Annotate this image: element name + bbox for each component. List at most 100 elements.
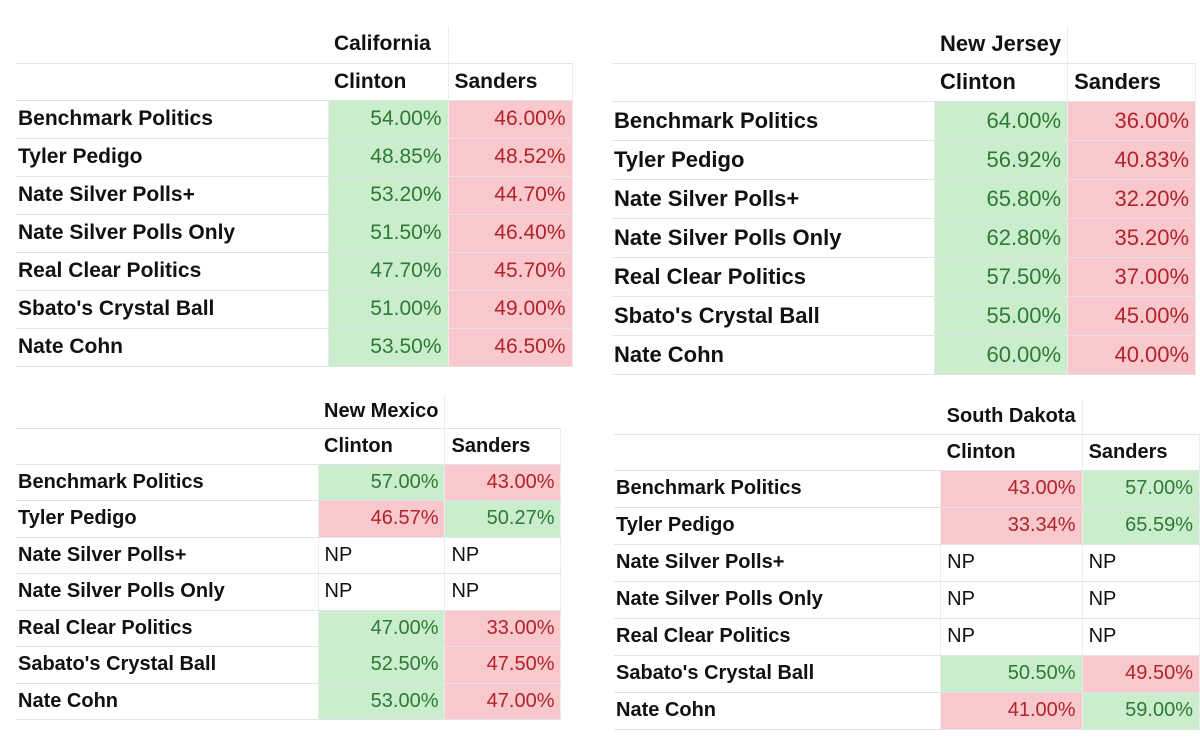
- corner-cell: [612, 63, 934, 102]
- table-row: Real Clear Politics 47.00% 33.00%: [16, 610, 562, 647]
- source-name: Sbato's Crystal Ball: [612, 296, 935, 336]
- sanders-value: 43.00%: [444, 464, 562, 501]
- corner-cell: [614, 400, 941, 435]
- source-name: Nate Cohn: [16, 328, 329, 367]
- source-name: Benchmark Politics: [16, 100, 329, 139]
- panel-california: California Clinton Sanders Benchmark Politi…: [16, 26, 573, 367]
- clinton-value: 64.00%: [934, 101, 1069, 141]
- sanders-value: 59.00%: [1082, 692, 1200, 730]
- sanders-value: 45.00%: [1067, 296, 1197, 336]
- clinton-value: 47.70%: [328, 252, 449, 291]
- source-name: Real Clear Politics: [16, 610, 319, 647]
- clinton-value: 54.00%: [328, 100, 449, 139]
- sanders-value: NP: [1082, 581, 1200, 619]
- sanders-value: 65.59%: [1082, 507, 1200, 545]
- table-row: Sabato's Crystal Ball 52.50% 47.50%: [16, 646, 562, 684]
- sanders-value: 45.70%: [448, 252, 573, 291]
- clinton-value: NP: [318, 537, 446, 574]
- source-name: Nate Silver Polls Only: [614, 581, 942, 619]
- panel-new-jersey: New Jersey Clinton Sanders Benchmark Politi…: [612, 26, 1197, 375]
- source-name: Benchmark Politics: [612, 101, 935, 141]
- table-row: Real Clear Politics NP NP: [614, 618, 1200, 656]
- table-row: Real Clear Politics 47.70% 45.70%: [16, 252, 573, 291]
- clinton-value: NP: [318, 573, 446, 611]
- source-name: Real Clear Politics: [16, 252, 329, 291]
- table-row: Nate Cohn 60.00% 40.00%: [612, 335, 1197, 375]
- clinton-value: 55.00%: [934, 296, 1069, 336]
- sanders-value: 57.00%: [1082, 470, 1200, 508]
- candidate-header-sanders: Sanders: [444, 428, 562, 465]
- table-row: Nate Silver Polls Only 51.50% 46.40%: [16, 214, 573, 253]
- clinton-value: 53.00%: [318, 683, 446, 720]
- state-name: South Dakota: [940, 400, 1083, 435]
- corner-cell: [16, 395, 318, 429]
- table-row: Benchmark Politics 57.00% 43.00%: [16, 464, 562, 501]
- source-name: Nate Silver Polls Only: [16, 214, 329, 253]
- table-row: Real Clear Politics 57.50% 37.00%: [612, 257, 1197, 297]
- sanders-value: 40.00%: [1067, 335, 1197, 375]
- table-row: Nate Silver Polls+ NP NP: [16, 537, 562, 574]
- state-name: California: [328, 26, 449, 64]
- sanders-value: 36.00%: [1067, 101, 1197, 141]
- candidate-header-row: Clinton Sanders: [16, 63, 573, 101]
- clinton-value: 51.50%: [328, 214, 449, 253]
- sanders-value: NP: [1082, 618, 1200, 656]
- state-header-row: California: [16, 26, 572, 64]
- clinton-value: 51.00%: [328, 290, 449, 329]
- clinton-value: 46.57%: [318, 500, 446, 538]
- clinton-value: 43.00%: [940, 470, 1083, 508]
- clinton-value: 48.85%: [328, 138, 449, 177]
- poll-table-new-jersey: New Jersey Clinton Sanders Benchmark Politi…: [612, 26, 1197, 375]
- clinton-value: NP: [940, 581, 1083, 619]
- source-name: Nate Silver Polls+: [612, 179, 935, 219]
- table-row: Benchmark Politics 43.00% 57.00%: [614, 470, 1200, 508]
- clinton-value: 57.00%: [318, 464, 446, 501]
- clinton-value: NP: [940, 544, 1083, 582]
- clinton-value: 52.50%: [318, 646, 446, 684]
- corner-cell: [16, 26, 328, 64]
- sanders-value: 49.00%: [448, 290, 573, 329]
- header-filler-cell: [1067, 26, 1196, 64]
- source-name: Nate Cohn: [16, 683, 319, 720]
- table-row: Nate Silver Polls+ 53.20% 44.70%: [16, 176, 573, 215]
- sanders-value: 48.52%: [448, 138, 573, 177]
- source-name: Nate Silver Polls Only: [16, 573, 319, 611]
- source-name: Tyler Pedigo: [16, 138, 329, 177]
- table-row: Tyler Pedigo 46.57% 50.27%: [16, 500, 562, 538]
- table-row: Tyler Pedigo 56.92% 40.83%: [612, 140, 1197, 180]
- clinton-value: 50.50%: [940, 655, 1083, 693]
- corner-cell: [16, 63, 328, 101]
- state-header-row: New Jersey: [612, 26, 1196, 64]
- candidate-header-sanders: Sanders: [1067, 63, 1197, 102]
- corner-cell: [612, 26, 934, 64]
- sanders-value: 33.00%: [444, 610, 562, 647]
- table-row: Nate Silver Polls Only NP NP: [614, 581, 1200, 619]
- table-row: Sbato's Crystal Ball 55.00% 45.00%: [612, 296, 1197, 336]
- candidate-header-clinton: Clinton: [940, 434, 1083, 471]
- sanders-value: 46.40%: [448, 214, 573, 253]
- source-name: Benchmark Politics: [16, 464, 319, 501]
- clinton-value: 57.50%: [934, 257, 1069, 297]
- sanders-value: 46.00%: [448, 100, 573, 139]
- poll-table-california: California Clinton Sanders Benchmark Politi…: [16, 26, 573, 367]
- source-name: Nate Silver Polls Only: [612, 218, 935, 258]
- clinton-value: 53.50%: [328, 328, 449, 367]
- table-row: Nate Cohn 53.50% 46.50%: [16, 328, 573, 367]
- header-filler-cell: [448, 26, 572, 64]
- table-row: Nate Cohn 53.00% 47.00%: [16, 683, 562, 720]
- clinton-value: 33.34%: [940, 507, 1083, 545]
- corner-cell: [16, 428, 318, 465]
- source-name: Tyler Pedigo: [16, 500, 319, 538]
- clinton-value: 47.00%: [318, 610, 446, 647]
- source-name: Tyler Pedigo: [614, 507, 942, 545]
- source-name: Benchmark Politics: [614, 470, 942, 508]
- sanders-value: 49.50%: [1082, 655, 1200, 693]
- source-name: Tyler Pedigo: [612, 140, 935, 180]
- panel-new-mexico: New Mexico Clinton Sanders Benchmark Politi…: [16, 395, 562, 720]
- state-header-row: South Dakota: [614, 400, 1200, 435]
- panel-south-dakota: South Dakota Clinton Sanders Benchmark Poli…: [614, 400, 1200, 730]
- sanders-value: NP: [1082, 544, 1200, 582]
- source-name: Real Clear Politics: [612, 257, 935, 297]
- sanders-value: 50.27%: [444, 500, 562, 538]
- candidate-header-row: Clinton Sanders: [614, 434, 1200, 471]
